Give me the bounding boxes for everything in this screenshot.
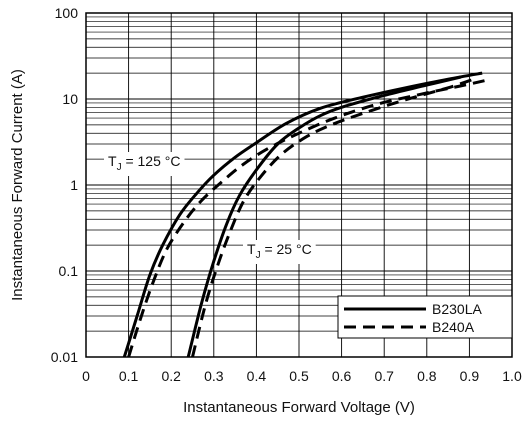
x-tick-label: 0.5 xyxy=(289,368,309,384)
y-tick-label: 10 xyxy=(62,91,78,107)
series-b240a-curve-125c xyxy=(127,78,487,358)
x-axis-title: Instantaneous Forward Voltage (V) xyxy=(183,399,415,416)
tick-labels: 0 0.1 0.2 0.3 0.4 0.5 0.6 0.7 0.8 0.9 1.0 0.01 0.1 1 1… xyxy=(51,5,522,384)
x-tick-label: 0.6 xyxy=(332,368,352,384)
y-tick-label: 0.01 xyxy=(51,349,78,365)
legend-label-b240a: B240A xyxy=(432,319,475,335)
x-tick-label: 0.2 xyxy=(161,368,181,384)
x-tick-label: 0.3 xyxy=(204,368,224,384)
x-tick-label: 0.4 xyxy=(247,368,267,384)
y-tick-label: 100 xyxy=(55,5,79,21)
x-tick-label: 0.9 xyxy=(460,368,480,384)
series-b230la-curve-125c xyxy=(122,71,483,358)
legend-label-b230la: B230LA xyxy=(432,301,482,317)
y-tick-label: 1 xyxy=(70,177,78,193)
curves xyxy=(122,71,487,358)
x-tick-label: 0.1 xyxy=(119,368,139,384)
x-tick-label: 0.7 xyxy=(374,368,394,384)
x-tick-label: 0 xyxy=(82,368,90,384)
y-axis-title: Instantaneous Forward Current (A) xyxy=(9,69,26,301)
annotation-125c: TJ = 125 °C xyxy=(108,153,180,173)
legend-box xyxy=(337,295,513,339)
annotation-125c-bg xyxy=(104,152,185,176)
x-tick-label: 1.0 xyxy=(502,368,522,384)
plot-frame xyxy=(85,12,513,358)
annotation-25c: TJ = 25 °C xyxy=(247,241,312,261)
legend: B230LA B240A xyxy=(337,295,513,339)
series-b240a-curve-25c xyxy=(191,77,475,358)
y-tick-label: 0.1 xyxy=(59,263,79,279)
annotation-25c-bg xyxy=(243,240,316,264)
x-tick-label: 0.8 xyxy=(417,368,437,384)
